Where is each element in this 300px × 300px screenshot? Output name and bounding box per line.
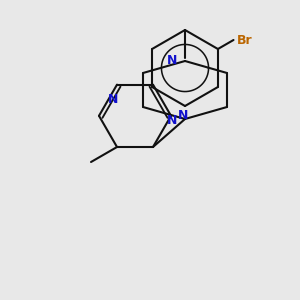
Text: N: N (178, 109, 188, 122)
Text: N: N (108, 93, 118, 106)
Text: N: N (167, 55, 177, 68)
Text: N: N (167, 113, 177, 127)
Text: Br: Br (236, 34, 252, 47)
